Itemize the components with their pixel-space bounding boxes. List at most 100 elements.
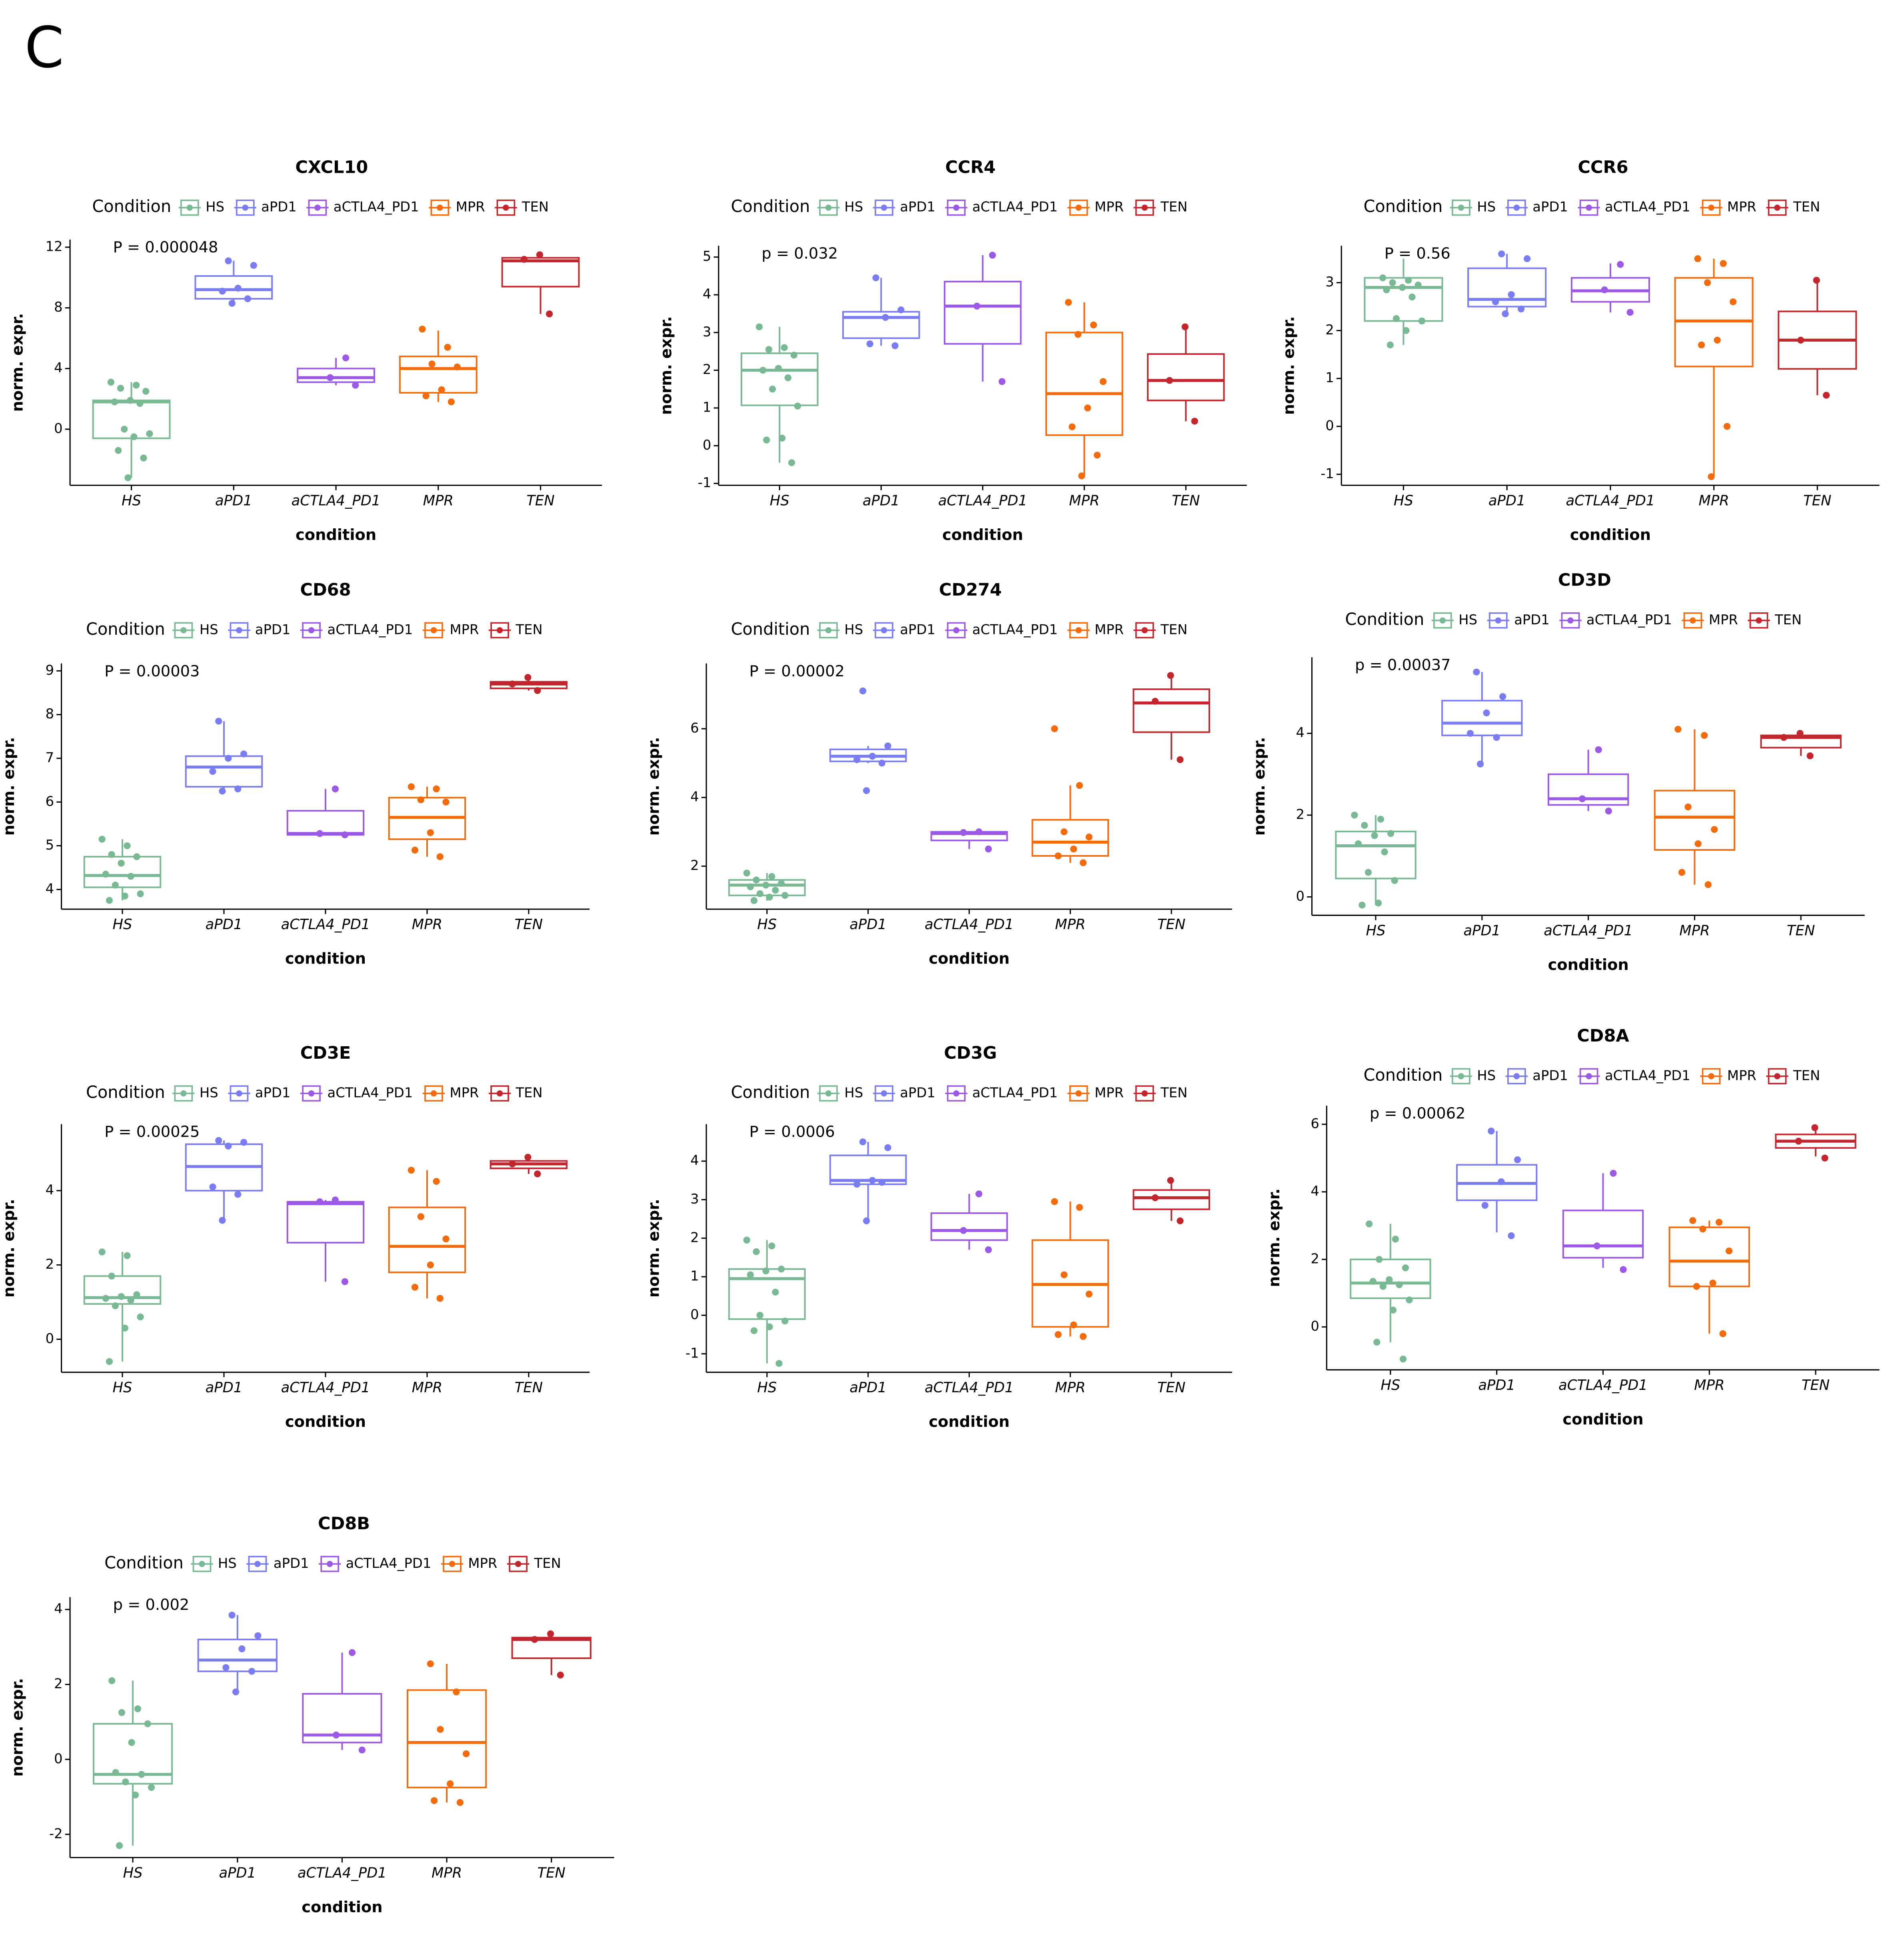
point bbox=[878, 1179, 885, 1186]
annotation: p = 0.032 bbox=[761, 244, 838, 262]
x-axis-title: condition bbox=[296, 526, 376, 544]
point bbox=[1051, 725, 1058, 732]
point bbox=[1473, 668, 1480, 676]
point bbox=[228, 1611, 236, 1619]
point bbox=[975, 1190, 983, 1197]
point bbox=[1392, 1235, 1399, 1243]
legend-label: TEN bbox=[534, 1555, 561, 1571]
point bbox=[755, 323, 763, 330]
legend-key-dot bbox=[430, 1090, 437, 1097]
legend-label: aPD1 bbox=[255, 622, 291, 637]
point bbox=[1698, 341, 1705, 348]
point bbox=[232, 1688, 240, 1695]
point bbox=[427, 829, 434, 836]
box bbox=[83, 1275, 162, 1305]
point bbox=[772, 1289, 779, 1296]
x-axis-title: condition bbox=[929, 1413, 1009, 1431]
y-tick-label: 2 bbox=[54, 1676, 62, 1691]
y-tick-label: 9 bbox=[46, 662, 54, 678]
point bbox=[1191, 418, 1198, 425]
point bbox=[234, 284, 242, 292]
point bbox=[133, 382, 140, 389]
legend-label: aPD1 bbox=[900, 199, 935, 215]
legend-key-dot bbox=[881, 627, 887, 634]
point bbox=[215, 718, 222, 725]
y-tick-label: 0 bbox=[690, 1307, 699, 1322]
point bbox=[762, 882, 769, 889]
point bbox=[1366, 1220, 1373, 1227]
point bbox=[765, 346, 773, 353]
point bbox=[1514, 1156, 1521, 1163]
y-tick-label: 4 bbox=[690, 1153, 699, 1168]
point bbox=[1730, 298, 1737, 306]
y-tick-label: 0 bbox=[54, 421, 62, 436]
legend-label: aPD1 bbox=[900, 1085, 935, 1100]
x-axis-title: condition bbox=[285, 1413, 366, 1431]
point bbox=[1393, 315, 1400, 322]
legend-title: Condition bbox=[92, 197, 171, 216]
y-tick-label: 1 bbox=[703, 400, 711, 415]
legend-label: MPR bbox=[1709, 612, 1738, 628]
point bbox=[989, 252, 996, 259]
point bbox=[112, 882, 119, 889]
box bbox=[194, 275, 273, 300]
point bbox=[148, 1784, 155, 1791]
point bbox=[1795, 1137, 1802, 1145]
point bbox=[534, 687, 541, 694]
point bbox=[316, 830, 324, 837]
legend-label: MPR bbox=[1095, 622, 1124, 637]
x-tick-label: aCTLA4_PD1 bbox=[298, 1865, 387, 1881]
y-tick-label: 0 bbox=[54, 1751, 62, 1766]
x-axis-title: condition bbox=[302, 1898, 382, 1916]
point bbox=[1181, 323, 1189, 330]
legend-key-dot bbox=[1586, 1073, 1592, 1079]
legend-label: aCTLA4_PD1 bbox=[972, 199, 1058, 215]
point bbox=[108, 1272, 115, 1280]
chart-title: CXCL10 bbox=[295, 157, 368, 177]
point bbox=[454, 364, 461, 371]
legend-label: TEN bbox=[515, 622, 543, 637]
point bbox=[1405, 277, 1412, 284]
point bbox=[1055, 1331, 1062, 1338]
point bbox=[788, 459, 795, 466]
point bbox=[743, 1237, 750, 1244]
point bbox=[524, 1153, 531, 1161]
point bbox=[531, 1636, 538, 1643]
y-axis-title: norm. expr. bbox=[645, 737, 663, 836]
point bbox=[1377, 816, 1385, 823]
point bbox=[859, 687, 867, 695]
point bbox=[254, 1632, 262, 1639]
point bbox=[756, 890, 763, 898]
legend-key-dot bbox=[430, 627, 437, 634]
point bbox=[1466, 730, 1474, 737]
x-tick-label: aPD1 bbox=[849, 1379, 887, 1396]
x-tick-label: aCTLA4_PD1 bbox=[925, 1379, 1014, 1396]
point bbox=[884, 1144, 891, 1151]
legend-title: Condition bbox=[104, 1553, 184, 1572]
point bbox=[756, 1311, 763, 1319]
point bbox=[1684, 803, 1692, 811]
point bbox=[1151, 698, 1159, 705]
point bbox=[1508, 1232, 1515, 1239]
point bbox=[1078, 472, 1085, 480]
point bbox=[766, 1323, 773, 1331]
legend-key-dot bbox=[186, 204, 193, 211]
box bbox=[1335, 830, 1417, 880]
point bbox=[219, 288, 226, 295]
legend-key-dot bbox=[437, 204, 443, 211]
legend-title: Condition bbox=[1363, 197, 1442, 216]
point bbox=[98, 1248, 106, 1255]
chart-title: CD8A bbox=[1577, 1026, 1629, 1046]
legend-label: HS bbox=[200, 622, 218, 637]
annotation: p = 0.00037 bbox=[1355, 656, 1451, 674]
point bbox=[209, 768, 216, 775]
legend-key-dot bbox=[1075, 1090, 1082, 1097]
point bbox=[111, 398, 118, 406]
point bbox=[1177, 756, 1184, 763]
legend-key-dot bbox=[254, 1561, 261, 1567]
point bbox=[1396, 1281, 1403, 1288]
legend-key-dot bbox=[1774, 1073, 1780, 1079]
point bbox=[781, 344, 788, 351]
point bbox=[358, 1746, 366, 1754]
